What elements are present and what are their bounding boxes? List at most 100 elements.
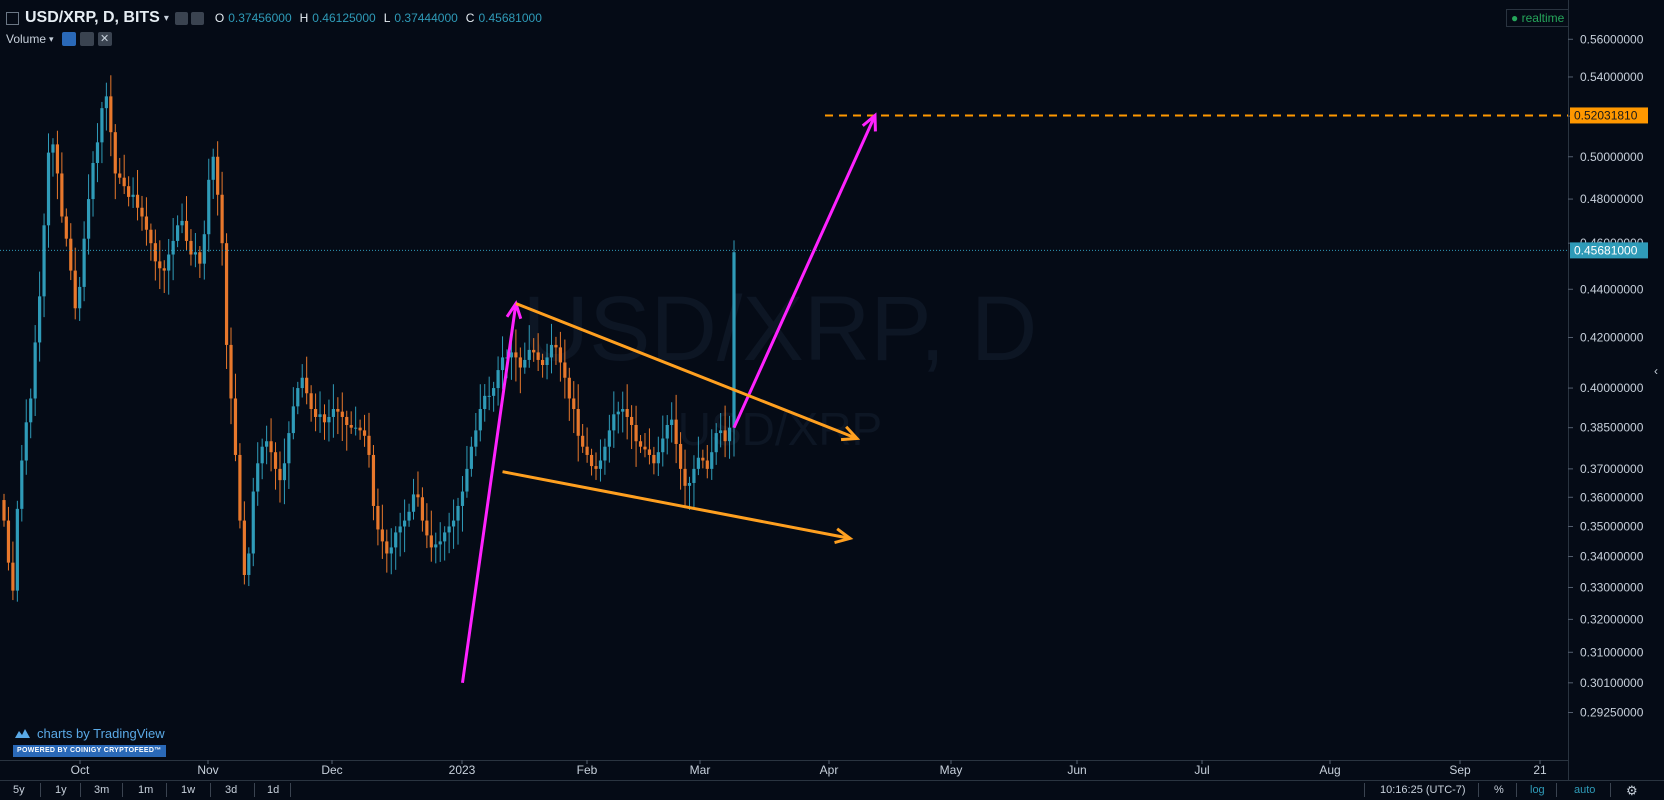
candle-body — [367, 435, 371, 455]
candle-body — [216, 156, 220, 195]
candle-body — [42, 225, 46, 297]
candle-body — [211, 156, 215, 180]
settings-gear-icon[interactable]: ⚙ — [1626, 783, 1638, 798]
time-tick-label: 2023 — [449, 763, 476, 777]
close-label: C — [465, 11, 475, 25]
candle-body — [451, 520, 456, 527]
divider — [1364, 783, 1365, 797]
chevron-left-icon[interactable]: ‹ — [1654, 364, 1658, 378]
divider — [254, 783, 255, 797]
timeframe-1d[interactable]: 1d — [267, 784, 280, 796]
candle-body — [638, 441, 643, 447]
timeframe-3m[interactable]: 3m — [94, 784, 110, 796]
price-tick-label: 0.33000000 — [1580, 580, 1644, 594]
candle-body — [589, 454, 594, 467]
candle-body — [149, 229, 153, 244]
timeframe-1m[interactable]: 1m — [138, 784, 154, 796]
volume-label[interactable]: Volume — [6, 32, 47, 46]
candle-body — [549, 344, 554, 358]
candle-body — [78, 286, 82, 309]
timeframe-5y[interactable]: 5y — [13, 784, 25, 796]
candle-body — [127, 186, 131, 197]
candle-body — [420, 497, 425, 521]
candle-body — [247, 553, 251, 575]
candle-body — [238, 454, 242, 521]
time-tick-label: Sep — [1449, 763, 1471, 777]
candle-body — [643, 446, 647, 450]
percent-toggle[interactable]: % — [1494, 784, 1504, 796]
open-value: 0.37456000 — [228, 11, 292, 25]
candlestick-series — [2, 75, 736, 602]
auto-toggle[interactable]: auto — [1574, 784, 1596, 796]
candle-body — [563, 362, 567, 378]
divider — [166, 783, 167, 797]
candle-body — [678, 443, 683, 469]
candle-body — [710, 452, 714, 469]
price-tick-label: 0.38500000 — [1580, 421, 1644, 435]
close-icon[interactable]: ✕ — [97, 32, 112, 46]
candle-body — [358, 427, 362, 431]
price-tick-label: 0.37000000 — [1580, 462, 1644, 476]
candle-body — [661, 438, 665, 453]
timeframe-1y[interactable]: 1y — [55, 784, 67, 796]
candle-body — [55, 144, 60, 174]
divider — [1610, 783, 1611, 797]
charts-by-text: charts by TradingView — [37, 726, 165, 741]
candle-body — [46, 152, 51, 226]
log-toggle[interactable]: log — [1530, 784, 1545, 796]
candle-body — [104, 96, 108, 109]
candle-body — [296, 388, 300, 407]
candle-body — [33, 342, 37, 399]
candle-body — [180, 220, 184, 226]
price-axis[interactable]: 0.560000000.540000000.520000000.50000000… — [1568, 0, 1664, 780]
candle-body — [167, 254, 171, 271]
candle-body — [416, 494, 420, 498]
magenta-arrowhead — [861, 112, 877, 132]
realtime-label: realtime — [1521, 11, 1565, 25]
candle-body — [135, 194, 140, 208]
divider — [1478, 783, 1479, 797]
candle-body — [318, 414, 322, 417]
time-tick-label: Oct — [71, 763, 90, 777]
visibility-icon[interactable] — [174, 11, 188, 25]
candle-body — [371, 454, 376, 506]
price-tick-label: 0.29250000 — [1580, 706, 1644, 720]
time-tick-label: Dec — [321, 763, 342, 777]
clock: 10:16:25 (UTC-7) — [1380, 784, 1466, 796]
candle-body — [162, 268, 166, 271]
candle-body — [719, 430, 723, 434]
tradingview-logo[interactable]: charts by TradingView — [13, 726, 165, 741]
price-tick-label: 0.32000000 — [1580, 612, 1644, 626]
eye-icon[interactable] — [61, 32, 76, 46]
cloud-icon — [15, 729, 30, 738]
collapse-icon[interactable] — [6, 11, 19, 25]
price-tick-label: 0.36000000 — [1580, 490, 1644, 504]
candle-body — [625, 409, 629, 417]
chevron-down-icon[interactable]: ▾ — [163, 12, 169, 24]
candle-body — [634, 424, 638, 442]
timeframe-1w[interactable]: 1w — [181, 784, 196, 796]
high-value: 0.46125000 — [312, 11, 376, 25]
candle-body — [500, 357, 505, 371]
time-tick-label: Apr — [820, 763, 839, 777]
time-tick-label: Aug — [1319, 763, 1340, 777]
candle-body — [616, 411, 620, 415]
candle-body — [674, 419, 678, 444]
candle-body — [2, 500, 6, 521]
price-label-text: 0.45681000 — [1574, 243, 1638, 257]
symbol-title[interactable]: USD/XRP, D, BITS — [25, 9, 160, 26]
candle-body — [656, 452, 660, 464]
gear-icon[interactable] — [79, 32, 94, 46]
chevron-down-icon[interactable]: ▾ — [49, 33, 54, 44]
candle-body — [287, 433, 291, 464]
candle-body — [558, 347, 563, 363]
candle-body — [207, 179, 211, 235]
candle-body — [362, 430, 367, 436]
time-axis[interactable]: Oct Nov Dec 2023 Feb Mar Apr May Jun Jul Aug Sep 21 — [0, 760, 1568, 777]
candle-body — [630, 416, 634, 425]
timeframe-3d[interactable]: 3d — [225, 784, 238, 796]
settings-icon[interactable] — [190, 11, 204, 25]
legend-header: USD/XRP, D, BITS ▾ O 0.37456000 H 0.4612… — [6, 8, 542, 28]
candle-body — [607, 430, 611, 447]
